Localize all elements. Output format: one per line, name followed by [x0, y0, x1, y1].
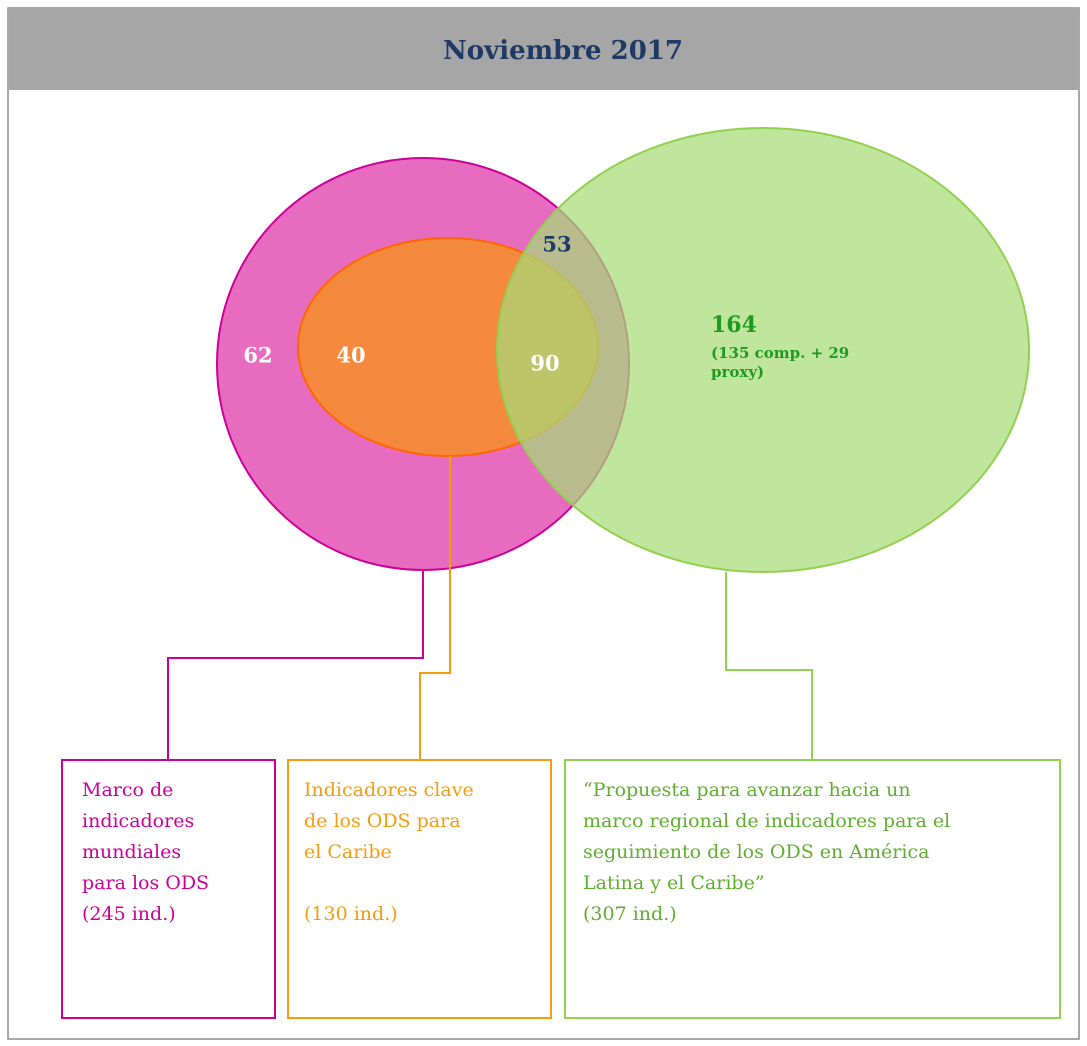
box-line: Latina y el Caribe”	[583, 872, 765, 894]
region-value: 164	[711, 312, 757, 338]
region-value: 90	[530, 351, 559, 376]
box	[61, 759, 276, 1019]
box-count: (245 ind.)	[82, 903, 176, 925]
header-band	[9, 9, 1078, 90]
box-line: Marco de	[82, 779, 173, 801]
box-line: seguimiento de los ODS en América	[583, 841, 929, 863]
connector	[167, 570, 424, 760]
box-line: “Propuesta para avanzar hacia un	[583, 779, 911, 801]
box-count: (307 ind.)	[583, 903, 677, 925]
region-value: 53	[542, 232, 571, 257]
box-line: el Caribe	[304, 841, 392, 863]
region-note: (135 comp. + 29	[711, 344, 849, 362]
connector	[725, 572, 813, 760]
box-line: marco regional de indicadores para el	[583, 810, 950, 832]
box	[287, 759, 552, 1019]
regional-ellipse	[496, 127, 1030, 573]
box-line: Indicadores clave	[304, 779, 474, 801]
box-line: de los ODS para	[304, 810, 461, 832]
header-title: Noviembre 2017	[443, 36, 683, 66]
box-line: mundiales	[82, 841, 181, 863]
box	[564, 759, 1061, 1019]
box-line: indicadores	[82, 810, 194, 832]
connector	[419, 456, 451, 760]
region-value: 62	[243, 343, 272, 368]
region-value: 40	[336, 343, 365, 368]
box-count: (130 ind.)	[304, 903, 398, 925]
box-line: para los ODS	[82, 872, 209, 894]
region-note: proxy)	[711, 363, 764, 381]
